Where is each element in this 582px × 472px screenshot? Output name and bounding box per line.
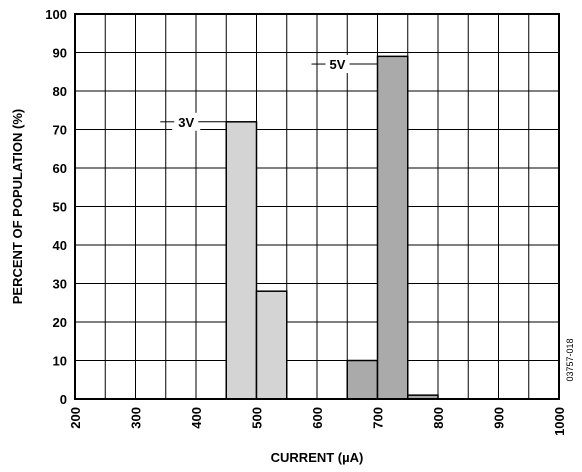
bar-3v-450 [225,121,258,400]
bar-3v-500 [255,290,288,400]
y-tick-label: 10 [53,354,67,369]
x-tick-label: 200 [68,407,83,429]
y-tick-label: 100 [45,7,67,22]
series-callouts: 3V 5V [160,55,378,131]
x-tick-label: 1000 [552,407,567,436]
x-tick-label: 900 [492,407,507,429]
y-tick-label: 70 [53,123,67,138]
bar-5v-700 [376,55,409,400]
bars [225,55,439,400]
series-label-3v: 3V [178,115,194,130]
x-tick-label: 600 [310,407,325,429]
x-tick-label: 300 [129,407,144,429]
x-tick-label: 800 [431,407,446,429]
x-tick-label: 500 [250,407,265,429]
grid [75,14,559,399]
y-tick-label: 20 [53,315,67,330]
callout-bg [172,112,201,131]
y-axis-title: PERCENT OF POPULATION (%) [10,109,25,304]
x-tick-label: 700 [371,407,386,429]
y-tick-label: 90 [53,46,67,61]
x-tick-label: 400 [189,407,204,429]
x-axis-title: CURRENT (µA) [271,450,364,465]
x-tick-labels: 200 300 400 500 600 700 800 900 1000 [68,407,567,436]
y-tick-label: 40 [53,238,67,253]
bar-5v-650 [346,359,379,400]
y-tick-labels: 0 10 20 30 40 50 60 70 80 90 100 [45,7,67,407]
y-tick-label: 80 [53,84,67,99]
y-tick-label: 60 [53,161,67,176]
y-tick-label: 0 [60,392,67,407]
figure-id: 03757-018 [565,338,575,381]
plot-frame [74,13,560,400]
callout-bg [323,55,352,74]
y-tick-label: 50 [53,200,67,215]
y-tick-label: 30 [53,277,67,292]
series-label-5v: 5V [330,57,346,72]
